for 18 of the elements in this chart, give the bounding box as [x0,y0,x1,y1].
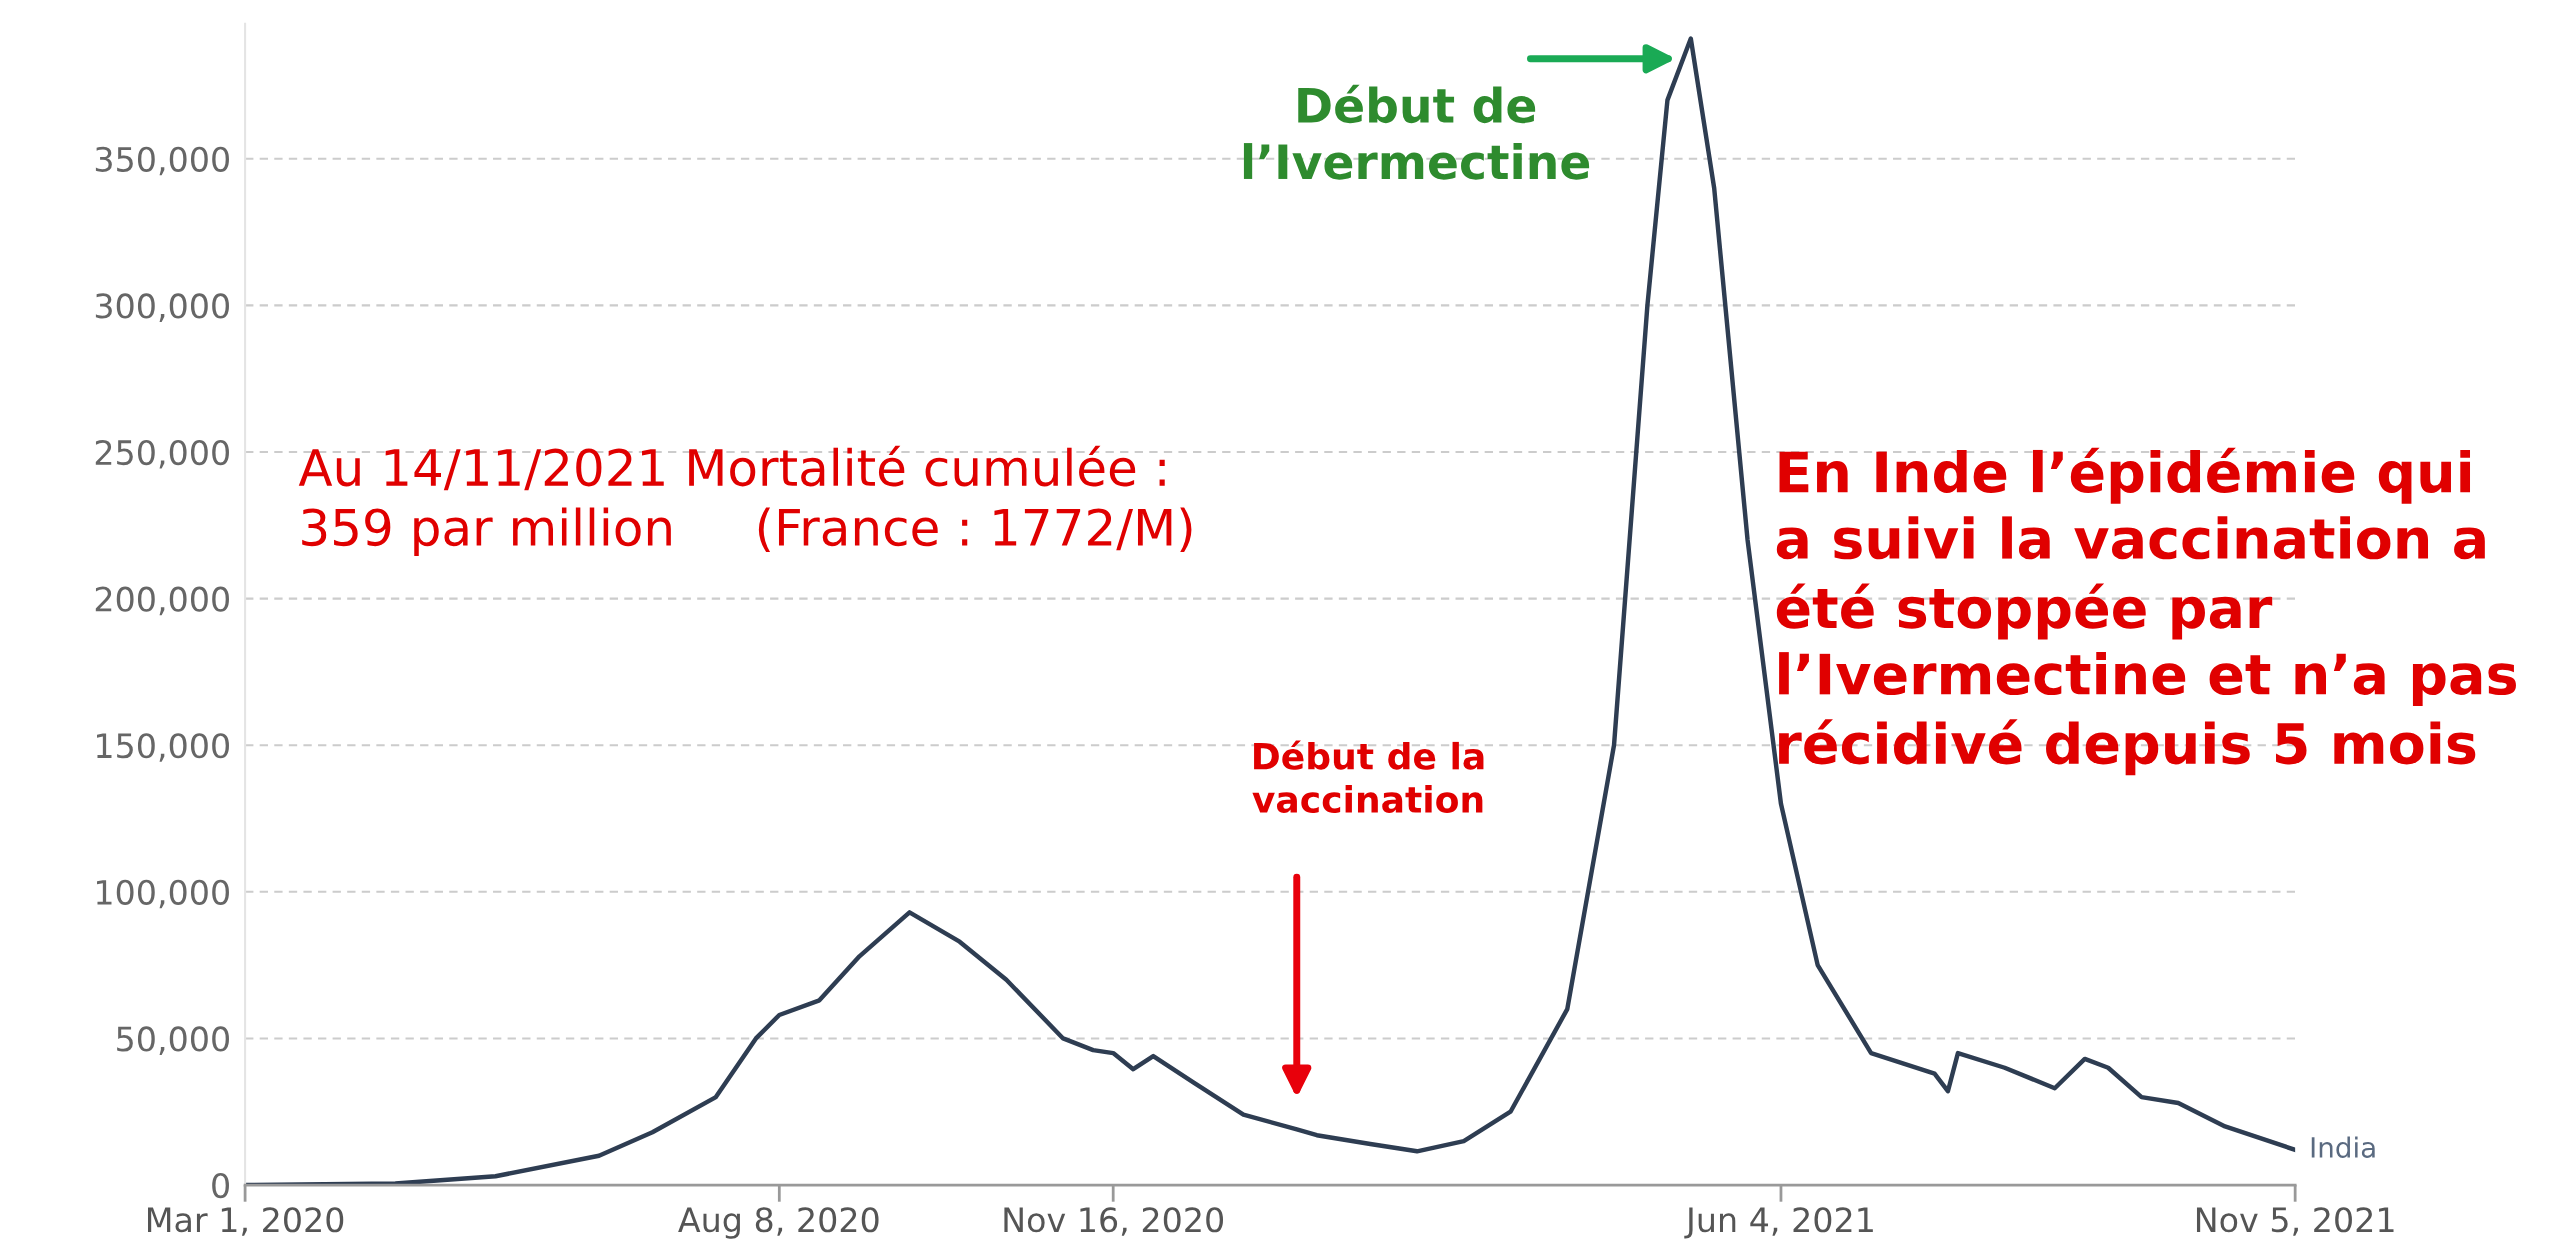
y-tick-label: 50,000 [117,1026,229,1055]
y-tick-label: 250,000 [95,439,229,469]
series-label: India [2311,1136,2375,1158]
y-tick-label: 150,000 [97,733,229,762]
x-tick-label: Jun 4, 2021 [1684,1207,1873,1239]
annotation: En Inde l’épidémie qui a suivi la vaccination a été stoppée par l’Ivermectine et n’a pas récidivé depuis 5 mois [1776,447,2516,776]
y-tick-label: 200,000 [95,586,229,616]
y-tick-label: 350,000 [95,146,229,176]
y-tick-label: 300,000 [95,293,229,322]
x-tick-label: Mar 1, 2020 [148,1207,344,1236]
annotation: Au 14/11/2021 Mortalité cumulée : 359 par million (France : 1772/M) [298,445,1192,556]
annotation: Début de l’Ivermectine [1243,84,1590,180]
annotation: Début de la vaccination [1252,740,1484,814]
x-tick-label: Nov 5, 2021 [2196,1207,2394,1236]
y-tick-label: 0 [212,1172,229,1199]
y-tick-label: 100,000 [97,879,229,909]
x-tick-label: Nov 16, 2020 [1004,1207,1224,1236]
x-tick-label: Aug 8, 2020 [678,1207,879,1239]
